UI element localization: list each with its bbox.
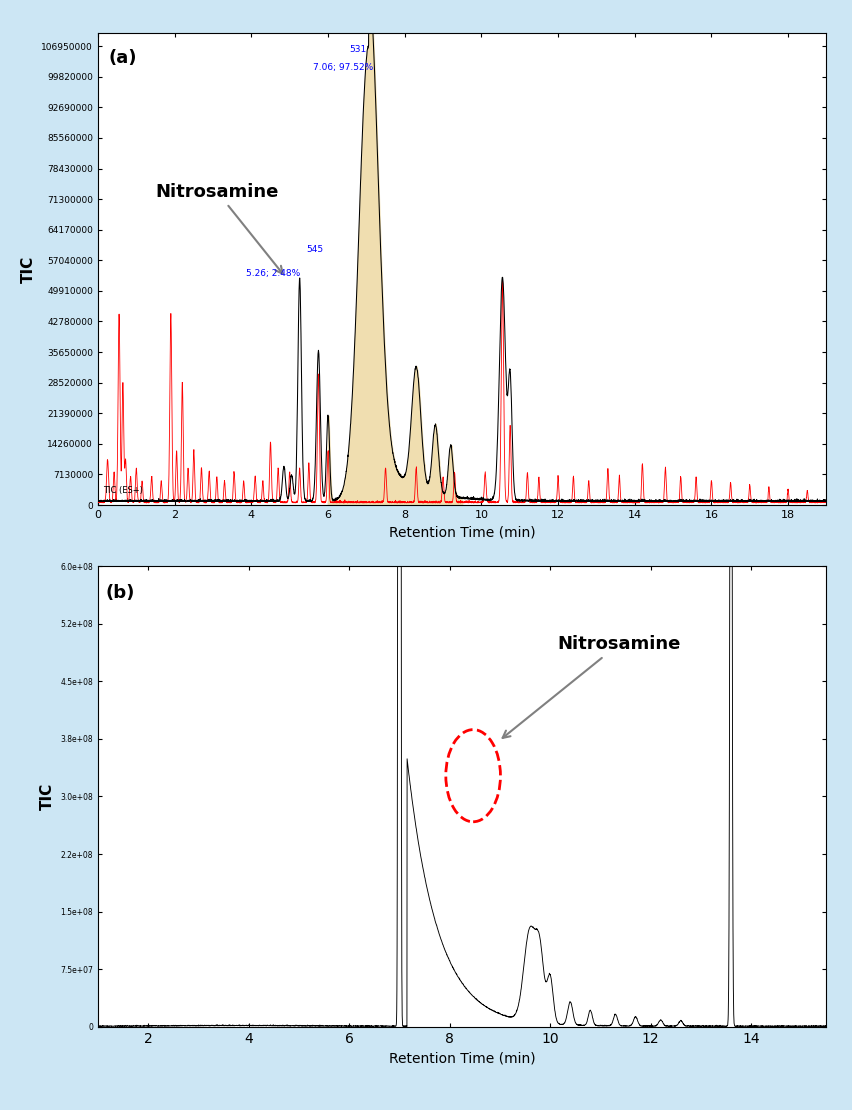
Text: 7.06; 97.52%: 7.06; 97.52%: [313, 62, 373, 71]
Y-axis label: TIC: TIC: [20, 255, 36, 283]
Text: Nitrosamine: Nitrosamine: [156, 183, 283, 274]
X-axis label: Retention Time (min): Retention Time (min): [389, 525, 536, 539]
Text: Nitrosamine: Nitrosamine: [503, 635, 680, 738]
Text: 531: 531: [349, 46, 366, 54]
Text: 545: 545: [306, 245, 323, 254]
Y-axis label: TIC: TIC: [40, 783, 55, 810]
Text: TIC (ES+): TIC (ES+): [102, 486, 142, 495]
Text: (b): (b): [106, 584, 135, 603]
Text: (a): (a): [109, 49, 137, 67]
X-axis label: Retention Time (min): Retention Time (min): [389, 1051, 536, 1066]
Text: 5.26; 2.48%: 5.26; 2.48%: [245, 269, 300, 278]
